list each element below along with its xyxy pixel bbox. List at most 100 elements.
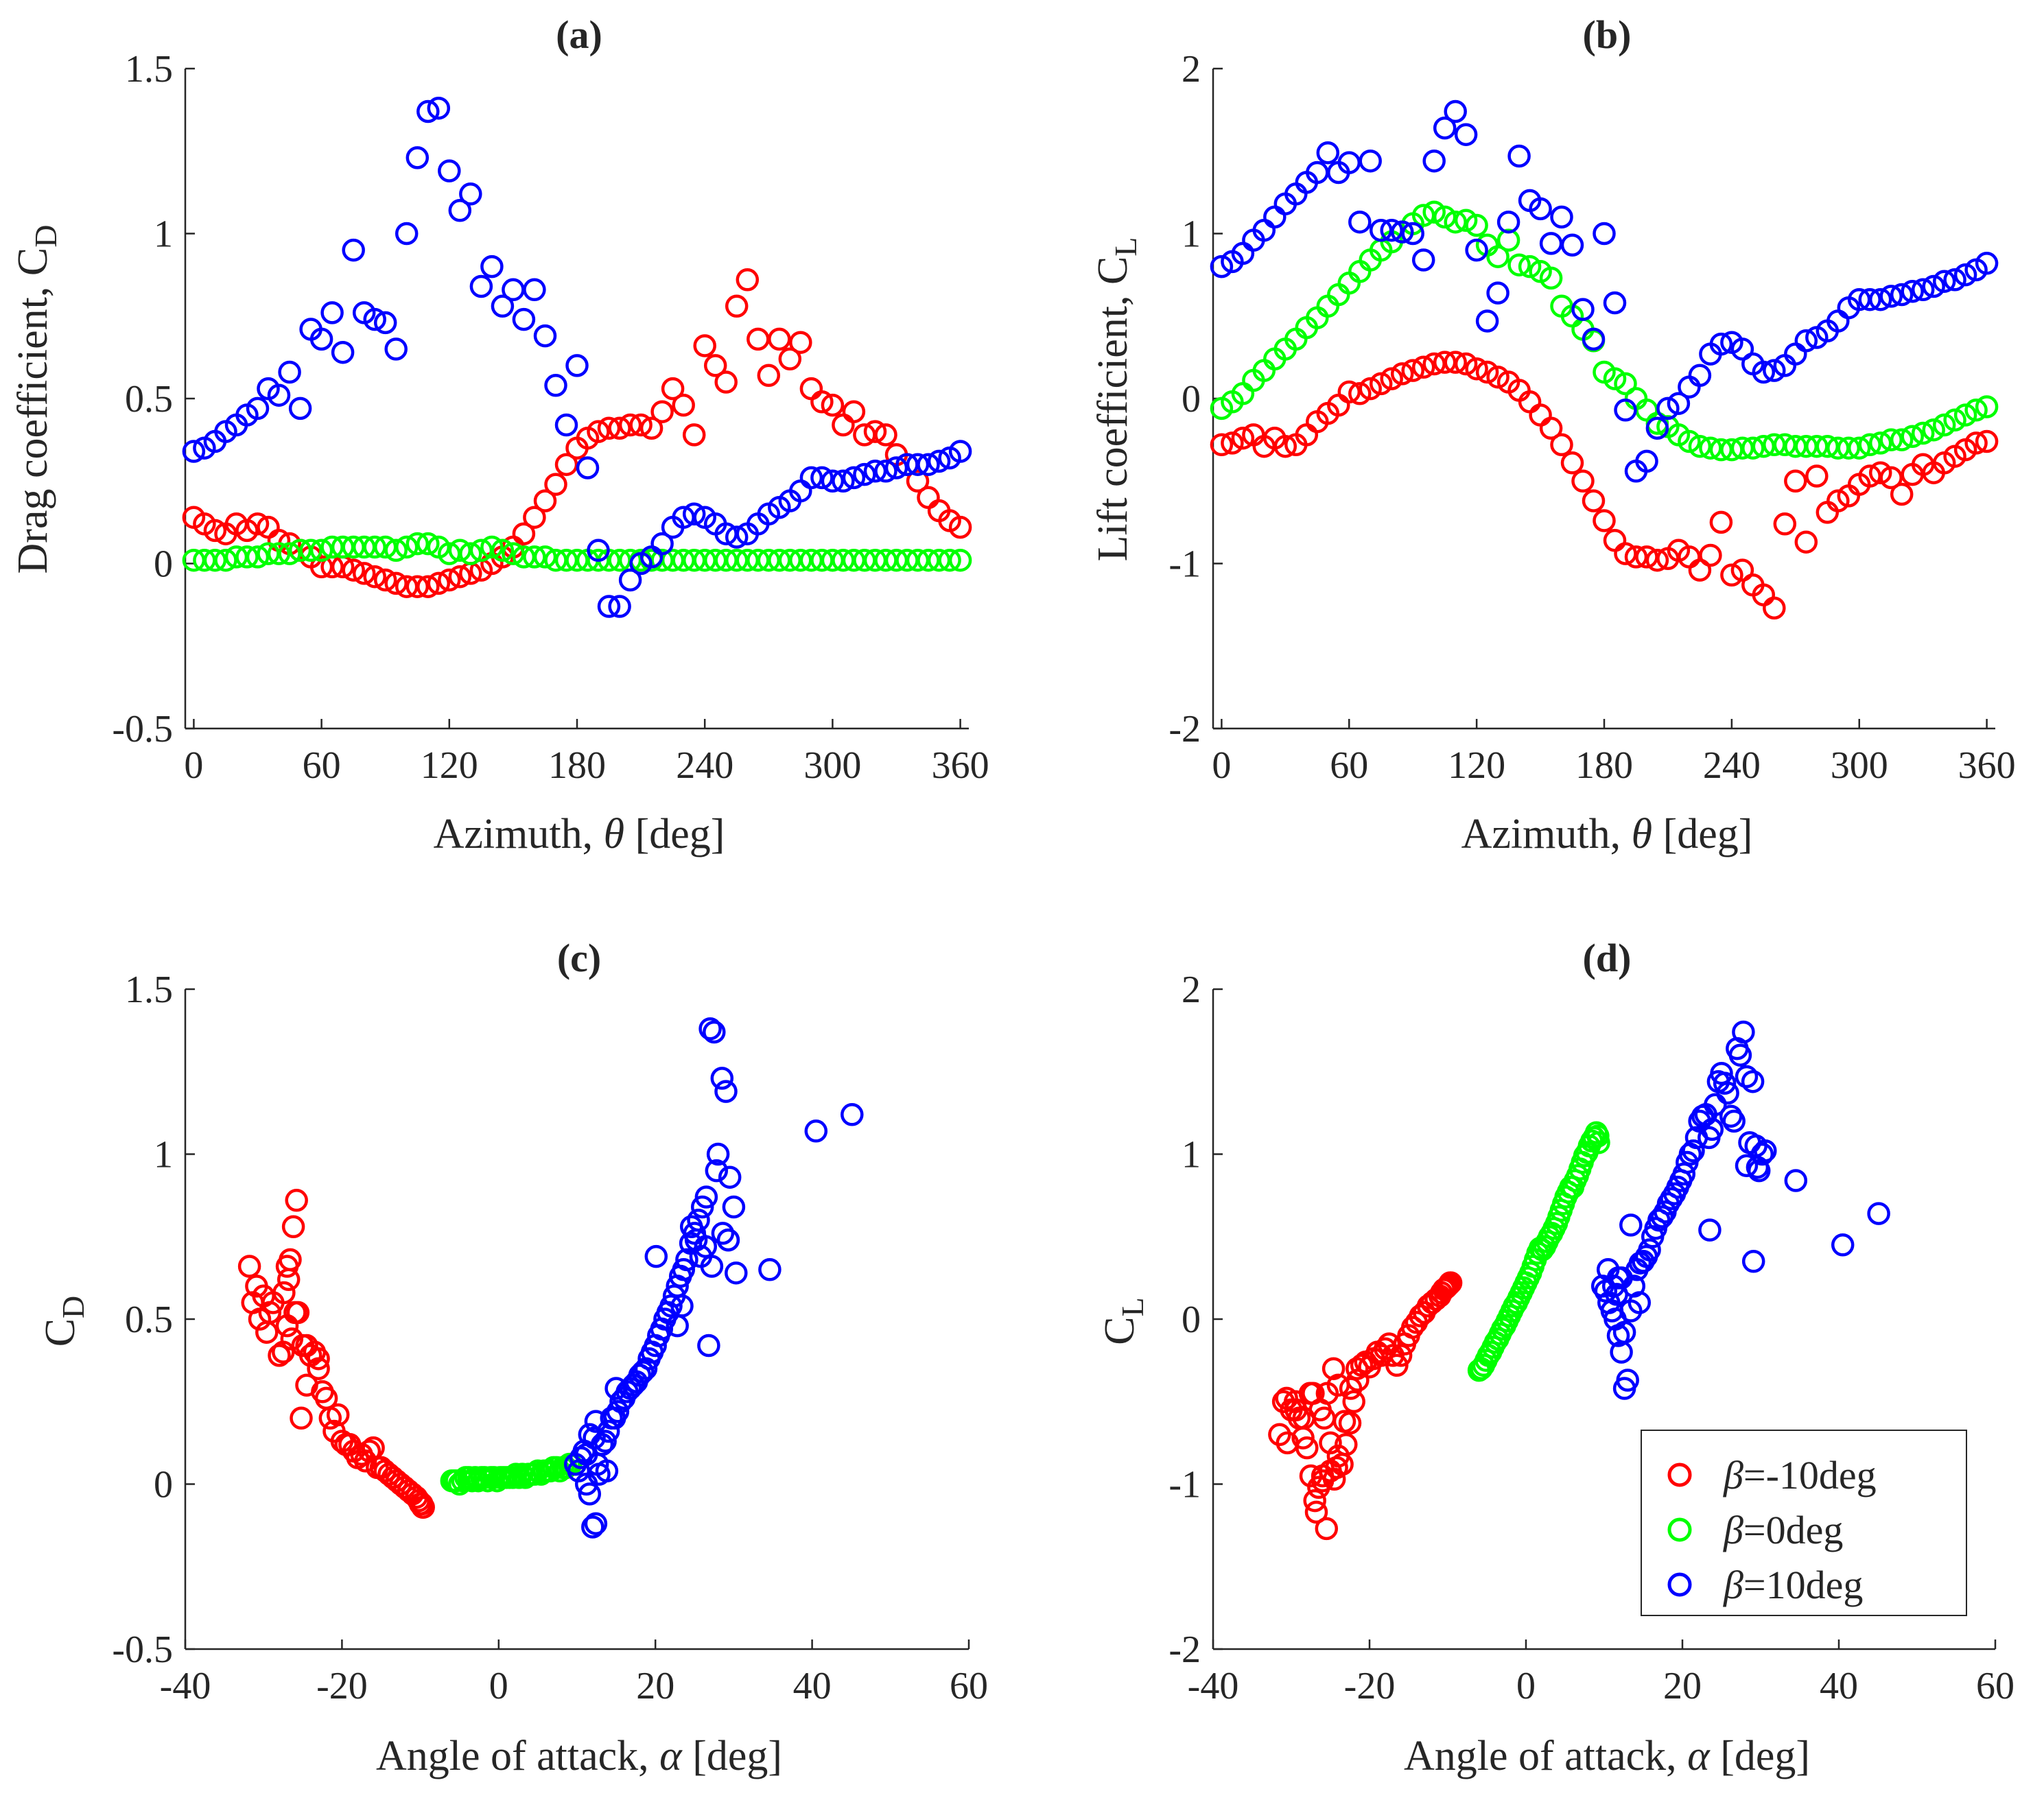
data-point [438,159,461,182]
legend-box [1641,1430,1967,1616]
panel-d-x-label: Angle of attack, α [deg] [1404,1733,1810,1779]
data-point [832,469,855,493]
data-point [373,311,397,335]
data-point [406,575,430,598]
panel-c-x-label-prefix: Angle of attack, [376,1733,659,1779]
data-point [1879,285,1903,308]
data-point [342,558,365,582]
data-point [448,199,472,222]
data-point [1337,380,1361,404]
series-0 [182,268,972,598]
data-point [1311,1469,1335,1493]
data-point [722,1195,746,1219]
data-point [268,1344,291,1367]
data-point [1660,1187,1683,1211]
legend-text: =0deg [1743,1508,1843,1552]
y-tick-label: -0.5 [112,708,173,750]
data-point [1593,222,1616,246]
data-point [1890,283,1914,307]
series-1 [440,1452,583,1496]
data-point [675,1248,698,1272]
data-point [576,456,600,479]
data-point [906,453,930,476]
data-point [631,1360,655,1384]
y-tick-label: 0.5 [125,378,173,421]
panel-d-marks [1268,1020,1890,1541]
data-point [1616,1369,1639,1392]
data-point [1380,218,1403,242]
data-point [1496,228,1520,252]
data-point [1953,263,1977,287]
data-point [278,360,301,384]
panel-a-y-label: Drag coefficient, CD [10,225,63,574]
data-point [182,440,206,463]
data-point [1730,558,1754,582]
panel-b-y-label: Lift coefficient, CL [1090,237,1143,562]
data-point [352,562,376,585]
data-point [1728,1043,1752,1067]
data-point [1401,359,1424,382]
data-point [1890,482,1914,506]
data-point [1303,1489,1326,1513]
data-point [1475,360,1499,384]
data-point [1794,329,1818,353]
data-point [711,1222,735,1245]
data-point [1325,1456,1348,1480]
y-tick-label: -0.5 [112,1629,173,1671]
data-point [309,538,333,562]
panel-d-y-label-main: C [1096,1316,1143,1345]
data-point [307,1357,330,1380]
legend-marker [1667,1463,1692,1487]
data-point [384,571,408,595]
data-point [459,542,482,565]
data-point [1486,281,1509,305]
panel-d-y-label-sub: L [1115,1297,1150,1316]
data-point [693,334,716,357]
data-point [1560,451,1584,475]
data-point [703,354,727,377]
data-point [1858,433,1881,457]
data-point [502,542,525,565]
data-point [523,545,546,569]
panel-a-marks [182,96,972,618]
series-1 [1210,200,1999,462]
data-point [1741,1069,1765,1093]
data-point [406,146,430,169]
data-point [1975,429,1999,453]
data-point [1475,309,1499,333]
data-point [874,460,897,483]
y-tick-label: 2 [1182,969,1201,1011]
data-point [469,274,493,298]
data-point [585,1452,609,1476]
series-2 [563,1017,864,1539]
data-point [1614,372,1637,396]
data-point [714,370,738,394]
data-point [1932,413,1956,437]
y-tick-label: 1.5 [125,48,173,91]
data-point [1603,367,1627,390]
panel-a-title: (a) [556,12,602,57]
data-point [1390,220,1414,244]
data-point [804,1120,828,1143]
legend-label: β=10deg [1723,1563,1863,1607]
panel-c: (c) -40 -20 0 20 40 60 -0.5 0 0.5 1 1.5 Angle of a… [37,936,988,1779]
data-point [1332,1410,1356,1433]
data-point [1439,1271,1463,1294]
data-point [1732,1020,1755,1044]
data-point [1298,1382,1322,1405]
y-tick-label: -1 [1168,543,1201,586]
data-point [927,449,951,473]
data-point [1635,449,1658,473]
data-point [1433,116,1457,140]
data-point [1975,395,1999,418]
data-point [309,327,333,351]
data-point [639,416,663,440]
x-tick-label: 60 [1976,1665,2014,1707]
data-point [480,535,504,559]
panel-b-x-label-suffix: [deg] [1652,811,1752,857]
data-point [1582,489,1606,512]
x-tick-label: 180 [1575,744,1633,787]
y-tick-label: 1 [154,1134,173,1176]
data-point [1321,1357,1346,1380]
data-point [778,347,802,371]
